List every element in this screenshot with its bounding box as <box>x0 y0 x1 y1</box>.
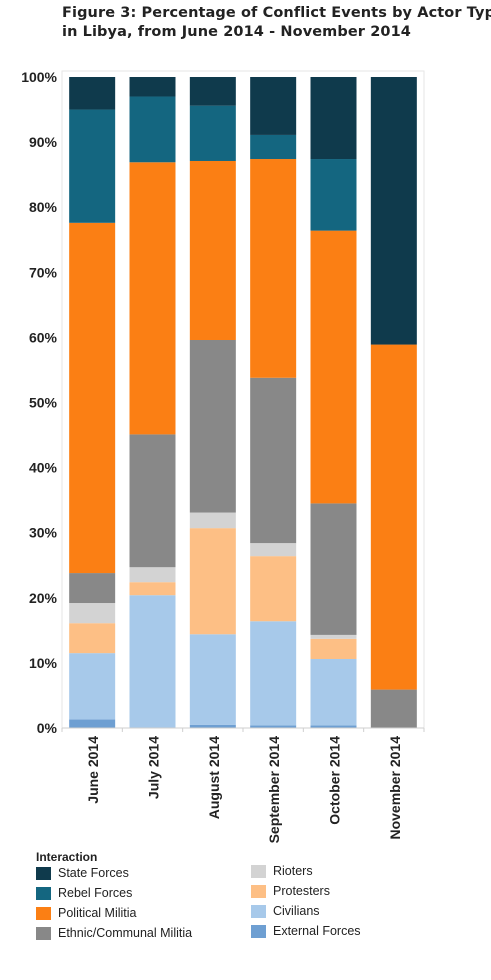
y-tick-label: 10% <box>29 655 58 671</box>
legend-label-external-forces: External Forces <box>273 924 361 938</box>
bar-segment-ethnic-communal-militia <box>310 503 357 635</box>
bar-segment-external-forces <box>310 725 357 728</box>
chart-title-line-1: Figure 3: Percentage of Conflict Events … <box>62 5 491 21</box>
bar-segment-external-forces <box>189 724 236 728</box>
chart-title: Figure 3: Percentage of Conflict Events … <box>62 4 491 42</box>
legend-swatch-civilians <box>251 904 266 918</box>
bar-segment-state-forces <box>129 77 176 97</box>
bar-segment-political-militia <box>370 344 417 690</box>
x-tick-label: September 2014 <box>266 736 282 844</box>
bar-segment-external-forces <box>69 719 116 728</box>
y-tick-label: 100% <box>21 69 57 85</box>
legend-label-rioters: Rioters <box>273 864 313 878</box>
bar-segment-protesters <box>69 623 116 654</box>
bar-segment-state-forces <box>370 77 417 345</box>
bar-segment-political-militia <box>250 159 297 378</box>
bar-segment-civilians <box>250 621 297 726</box>
y-tick-label: 50% <box>29 395 58 411</box>
bar-segment-rebel-forces <box>189 105 236 161</box>
bar-segment-ethnic-communal-militia <box>189 340 236 513</box>
bar-segment-political-militia <box>69 222 116 574</box>
legend-label-state-forces: State Forces <box>58 866 129 880</box>
x-tick-label: August 2014 <box>206 736 222 819</box>
y-tick-label: 40% <box>29 460 58 476</box>
legend-swatch-state-forces <box>36 866 51 880</box>
legend-swatch-protesters <box>251 884 266 898</box>
bar-segment-external-forces <box>250 725 297 728</box>
legend-swatch-rebel-forces <box>36 886 51 900</box>
bar-segment-rebel-forces <box>129 96 176 163</box>
legend-swatch-external-forces <box>251 924 266 938</box>
y-tick-label: 30% <box>29 525 58 541</box>
bar-segment-rioters <box>250 543 297 557</box>
legend-item-rebel-forces[interactable]: Rebel Forces <box>36 886 132 900</box>
x-tick-label: July 2014 <box>146 736 162 799</box>
legend-label-ethnic-communal-militia: Ethnic/Communal Militia <box>58 926 193 940</box>
y-tick-label: 80% <box>29 199 58 215</box>
bar-segment-rioters <box>189 512 236 529</box>
y-tick-label: 90% <box>29 134 58 150</box>
bar-segment-protesters <box>189 528 236 635</box>
x-tick-label: June 2014 <box>85 736 101 804</box>
bar-segment-rioters <box>129 567 176 583</box>
legend-item-external-forces[interactable]: External Forces <box>251 924 361 938</box>
bar-segment-civilians <box>69 653 116 720</box>
bar-segment-state-forces <box>189 77 236 106</box>
y-tick-label: 0% <box>37 720 58 736</box>
legend-item-political-militia[interactable]: Political Militia <box>36 906 137 920</box>
bar-segment-ethnic-communal-militia <box>250 377 297 544</box>
bar-segment-rebel-forces <box>69 109 116 223</box>
y-tick-label: 20% <box>29 590 58 606</box>
bar-segment-political-militia <box>310 230 357 504</box>
legend-title: Interaction <box>36 850 98 864</box>
bar-segment-rebel-forces <box>250 134 297 160</box>
bar-segment-rioters <box>69 603 116 624</box>
legend-item-civilians[interactable]: Civilians <box>251 904 320 918</box>
x-tick-label: October 2014 <box>327 736 343 825</box>
y-tick-label: 70% <box>29 264 58 280</box>
bar-segment-state-forces <box>250 77 297 135</box>
bar-segment-civilians <box>129 595 176 728</box>
legend-label-protesters: Protesters <box>273 884 330 898</box>
bar-segment-protesters <box>250 556 297 622</box>
bar-segment-ethnic-communal-militia <box>370 689 417 728</box>
bar-segment-protesters <box>310 638 357 659</box>
legend-item-ethnic-communal-militia[interactable]: Ethnic/Communal Militia <box>36 926 192 940</box>
plot-frame <box>61 70 425 729</box>
bar-segment-civilians <box>310 658 357 726</box>
x-tick-label: November 2014 <box>387 736 403 840</box>
bar-segment-ethnic-communal-militia <box>69 573 116 604</box>
stacked-bar-chart: 0% 10% 20% 30% 40% 50% 60% 70% 80% 90% 100% June 20… <box>21 69 425 844</box>
legend-swatch-political-militia <box>36 906 51 920</box>
bar-segment-civilians <box>189 634 236 725</box>
bar-segment-political-militia <box>189 160 236 341</box>
legend-item-rioters[interactable]: Rioters <box>251 864 313 878</box>
bar-segment-rebel-forces <box>310 159 357 231</box>
bar-segment-rioters <box>310 634 357 639</box>
bar-segment-ethnic-communal-militia <box>129 434 176 568</box>
bar-segment-state-forces <box>69 77 116 110</box>
legend-item-protesters[interactable]: Protesters <box>251 884 330 898</box>
legend-label-rebel-forces: Rebel Forces <box>58 886 133 900</box>
legend-item-state-forces[interactable]: State Forces <box>36 866 129 880</box>
legend-swatch-rioters <box>251 864 266 878</box>
bar-segment-state-forces <box>310 77 357 160</box>
legend-label-civilians: Civilians <box>273 904 320 918</box>
legend-swatch-ethnic-communal-militia <box>36 926 51 940</box>
bar-segment-protesters <box>129 582 176 596</box>
y-tick-label: 60% <box>29 329 58 345</box>
legend-label-political-militia: Political Militia <box>58 906 137 920</box>
bar-segment-political-militia <box>129 162 176 435</box>
chart-title-line-2: in Libya, from June 2014 - November 2014 <box>62 24 411 40</box>
